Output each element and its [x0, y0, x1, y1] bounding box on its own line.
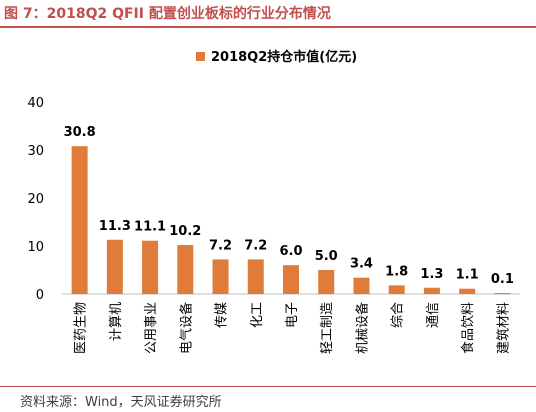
bar — [142, 240, 159, 294]
y-tick-label: 0 — [36, 288, 44, 303]
legend-label: 2018Q2持仓市值(亿元) — [211, 49, 357, 65]
legend-swatch — [196, 52, 205, 61]
data-label: 7.2 — [244, 238, 267, 253]
x-tick-label: 机械设备 — [354, 302, 370, 354]
y-tick-label: 40 — [27, 96, 44, 111]
data-label: 10.2 — [169, 224, 201, 239]
x-tick-label: 通信 — [426, 302, 441, 328]
chart-legend: 2018Q2持仓市值(亿元) — [196, 49, 357, 65]
y-tick-label: 30 — [27, 144, 44, 159]
data-label: 11.3 — [99, 219, 131, 234]
x-tick-label: 医药生物 — [74, 302, 89, 354]
x-tick-label: 电气设备 — [178, 302, 194, 354]
x-tick-label: 公用事业 — [144, 302, 159, 354]
x-tick-label: 食品饮料 — [460, 302, 476, 354]
bar-chart: 2018Q2持仓市值(亿元) 0 10 20 30 40 30.8 11.3 11.1 10.… — [27, 49, 520, 354]
data-label: 5.0 — [315, 249, 338, 264]
figure-title: 图 7：2018Q2 QFII 配置创业板标的行业分布情况 — [4, 6, 331, 22]
bar — [423, 287, 440, 294]
bar — [459, 288, 476, 294]
data-label: 11.1 — [134, 220, 166, 235]
x-tick-labels: 医药生物 计算机 公用事业 电气设备 传媒 化工 电子 轻工制造 机械设备 综合 通信 食品饮料 建筑材… — [74, 302, 512, 354]
x-tick-label: 计算机 — [109, 302, 124, 341]
data-labels: 30.8 11.3 11.1 10.2 7.2 7.2 6.0 5.0 3.4 1.8 1.3 1.1… — [64, 125, 514, 287]
bar — [106, 239, 123, 294]
data-label: 1.8 — [385, 264, 408, 279]
x-tick-label: 建筑材料 — [495, 302, 511, 354]
source-bar: 资料来源：Wind，天风证券研究所 — [0, 386, 536, 412]
x-tick-label: 传媒 — [215, 302, 230, 328]
figure-title-bar: 图 7：2018Q2 QFII 配置创业板标的行业分布情况 — [0, 0, 536, 28]
data-label: 1.1 — [456, 268, 479, 283]
y-tick-label: 10 — [27, 240, 44, 255]
data-label: 3.4 — [350, 257, 373, 272]
x-tick-label: 化工 — [250, 302, 265, 328]
x-tick-label: 轻工制造 — [320, 302, 335, 354]
bar — [318, 270, 335, 294]
source-note: 资料来源：Wind，天风证券研究所 — [20, 395, 222, 410]
data-label: 6.0 — [279, 244, 302, 259]
bar — [494, 293, 511, 294]
bar — [71, 146, 88, 294]
bar — [388, 285, 405, 294]
data-label: 30.8 — [64, 125, 96, 140]
x-tick-label: 综合 — [391, 302, 406, 328]
data-label: 1.3 — [420, 267, 443, 282]
bar — [247, 259, 264, 294]
y-tick-label: 20 — [27, 192, 44, 207]
bar-series — [71, 146, 511, 294]
bar — [177, 245, 194, 294]
bar — [212, 259, 229, 294]
data-label: 7.2 — [209, 238, 232, 253]
bar — [283, 265, 299, 294]
data-label: 0.1 — [491, 272, 514, 287]
bar — [353, 277, 370, 294]
y-axis: 0 10 20 30 40 — [27, 96, 44, 303]
x-tick-label: 电子 — [285, 302, 300, 328]
